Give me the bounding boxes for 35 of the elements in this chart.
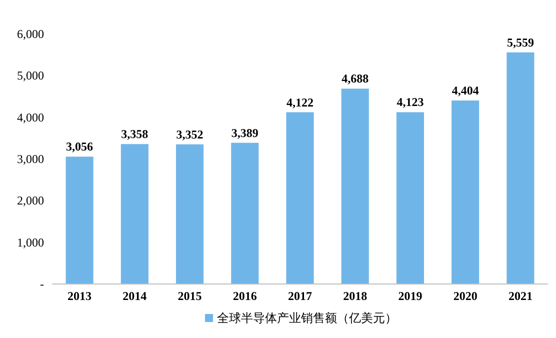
y-tick-label: -: [40, 277, 44, 291]
bar: [120, 144, 148, 284]
bar: [452, 100, 480, 284]
y-tick-label: 2,000: [17, 194, 44, 208]
x-tick-label: 2020: [453, 289, 478, 303]
legend-item: 全球半导体产业销售额（亿美元）: [205, 311, 397, 325]
x-tick-label: 2017: [288, 289, 312, 303]
data-label: 3,358: [121, 127, 148, 142]
data-label: 4,122: [286, 95, 314, 110]
data-label: 3,389: [231, 126, 258, 140]
data-label: 4,688: [342, 72, 369, 86]
x-tick-label: 2021: [508, 289, 532, 303]
x-tick-label: 2013: [68, 289, 92, 303]
bar: [506, 52, 534, 284]
x-tick-label: 2018: [343, 289, 368, 303]
y-tick-label: 6,000: [17, 27, 44, 41]
data-label: 5,559: [506, 35, 534, 50]
bar: [231, 142, 259, 284]
x-tick-label: 2015: [178, 289, 202, 303]
x-tick-label: 2019: [398, 289, 422, 303]
data-label: 3,352: [176, 127, 204, 142]
data-label: 4,123: [396, 95, 424, 110]
y-tick-label: 3,000: [17, 152, 44, 166]
x-tick-label: 2014: [122, 289, 147, 303]
data-label: 4,404: [452, 84, 479, 98]
bar: [396, 112, 424, 284]
bar: [176, 144, 204, 284]
y-tick-label: 5,000: [17, 68, 44, 83]
y-tick-label: 1,000: [17, 235, 44, 250]
x-tick-label: 2016: [232, 289, 257, 303]
bar: [341, 88, 369, 284]
data-label: 3,056: [66, 140, 94, 154]
bar: [66, 156, 94, 284]
y-tick-label: 4,000: [17, 110, 44, 124]
bar: [286, 112, 314, 284]
